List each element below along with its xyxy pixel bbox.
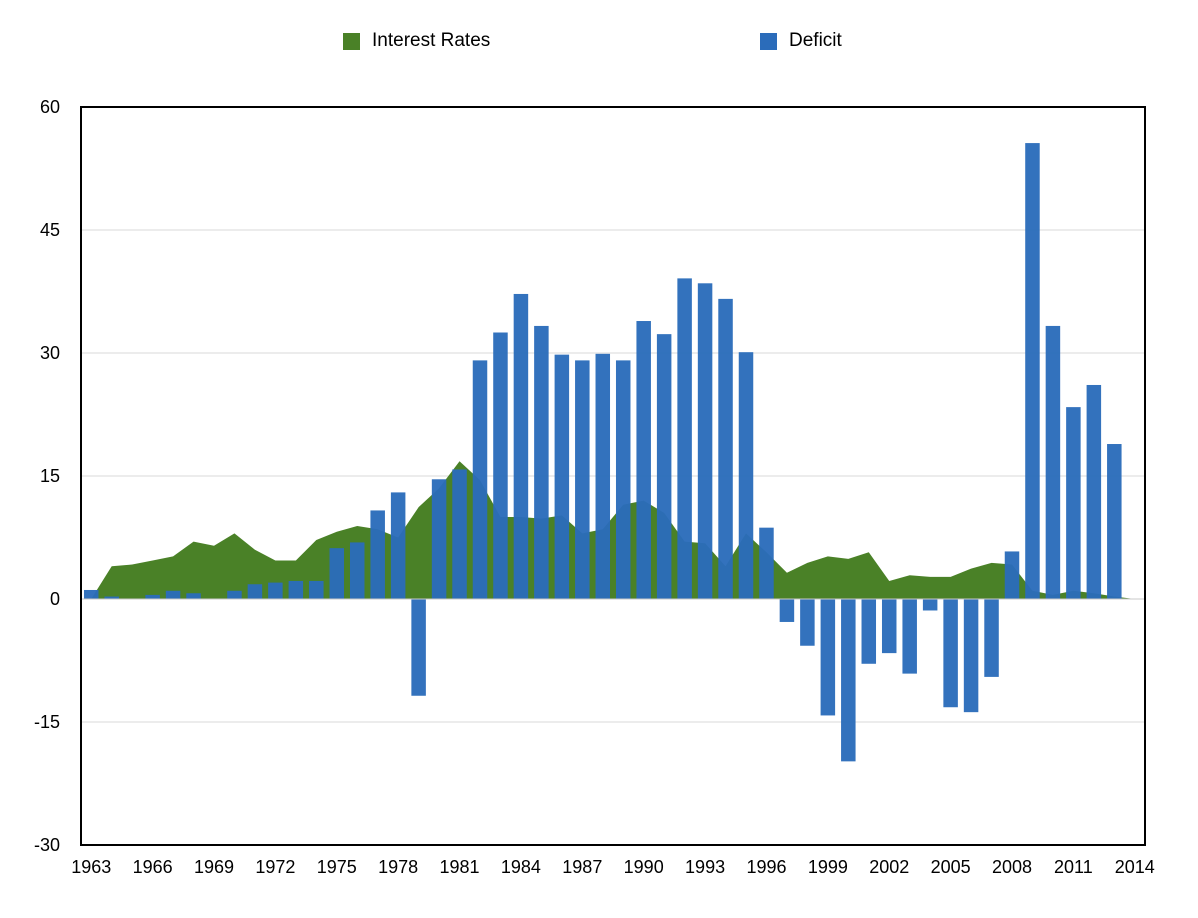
bar-deficit-1980 [431,479,447,599]
bar-deficit-1968 [186,593,201,599]
bar-deficit-2006 [963,599,979,713]
bar-deficit-1972 [268,582,283,599]
bar-deficit-1983 [493,332,508,599]
y-tick-label: 45 [40,220,60,240]
bar-deficit-1992 [677,278,692,599]
bar-deficit-1966 [145,594,160,599]
bar-deficit-1995 [738,352,754,599]
bar-deficit-2007 [984,599,999,677]
area-interest-rates [91,461,1135,599]
bar-deficit-1999 [820,599,836,716]
chart-legend: Interest Rates Deficit [0,30,1198,60]
bar-deficit-1981 [452,469,467,599]
bar-deficit-1996 [759,527,774,599]
bar-deficit-1982 [472,360,488,599]
bar-deficit-2000 [841,599,856,762]
bar-deficit-2004 [922,599,938,611]
bar-deficit-1976 [349,542,365,599]
bar-deficit-1967 [165,590,181,599]
x-tick-label: 1978 [378,857,418,877]
y-tick-label: 60 [40,97,60,117]
bar-deficit-1975 [329,548,345,599]
bar-deficit-1989 [615,360,631,599]
bar-deficit-1973 [288,580,304,599]
x-tick-label: 1966 [133,857,173,877]
bar-deficit-1993 [697,283,713,599]
bar-deficit-2005 [943,599,958,708]
x-tick-label: 1996 [746,857,786,877]
y-tick-label: -15 [34,712,60,732]
x-tick-label: 1972 [255,857,295,877]
bar-deficit-2002 [881,599,897,654]
bar-deficit-2008 [1004,551,1020,599]
bar-deficit-1998 [800,599,815,646]
y-tick-label: -30 [34,835,60,855]
y-tick-label: 15 [40,466,60,486]
x-tick-label: 2008 [992,857,1032,877]
bar-deficit-1986 [554,354,570,599]
legend-swatch-deficit [760,32,777,50]
bar-deficit-2012 [1086,384,1102,599]
bar-deficit-1963 [83,589,99,599]
x-tick-label: 1975 [317,857,357,877]
bar-deficit-1987 [575,360,590,599]
x-tick-label: 2014 [1115,857,1155,877]
bar-deficit-1970 [227,590,242,599]
x-tick-label: 1999 [808,857,848,877]
bar-deficit-2001 [861,599,877,664]
x-tick-label: 1984 [501,857,541,877]
bar-deficit-1974 [309,580,324,599]
bar-deficit-1971 [247,584,263,599]
plot-frame [80,106,1146,846]
x-tick-label: 1990 [624,857,664,877]
x-tick-label: 1993 [685,857,725,877]
x-tick-label: 2005 [931,857,971,877]
bar-deficit-1985 [534,325,549,599]
bar-deficit-2013 [1107,444,1122,599]
x-tick-label: 1963 [71,857,111,877]
legend-item-interest-rates: Interest Rates [343,30,490,52]
x-tick-label: 2002 [869,857,909,877]
x-tick-label: 1987 [562,857,602,877]
bar-deficit-1979 [411,599,426,696]
bar-deficit-2010 [1045,325,1061,599]
bar-deficit-1978 [390,492,406,599]
legend-item-deficit: Deficit [760,30,842,52]
y-tick-label: 30 [40,343,60,363]
bar-deficit-1977 [370,510,385,599]
legend-label-interest-rates: Interest Rates [372,30,491,51]
bar-deficit-1997 [779,599,795,622]
bar-deficit-1990 [636,321,651,599]
bar-deficit-1991 [656,334,672,599]
y-tick-label: 0 [50,589,60,609]
x-tick-label: 1969 [194,857,234,877]
bar-deficit-1988 [595,353,611,599]
bar-deficit-1964 [104,596,119,599]
bar-deficit-2003 [902,599,917,674]
legend-label-deficit: Deficit [789,30,842,51]
x-tick-label: 1981 [440,857,480,877]
bar-deficit-1994 [718,298,733,599]
bar-deficit-2009 [1025,143,1040,599]
bar-deficit-1984 [513,293,529,599]
x-tick-label: 2011 [1054,857,1093,877]
legend-swatch-interest-rates [343,32,360,50]
bar-deficit-2011 [1066,407,1081,599]
